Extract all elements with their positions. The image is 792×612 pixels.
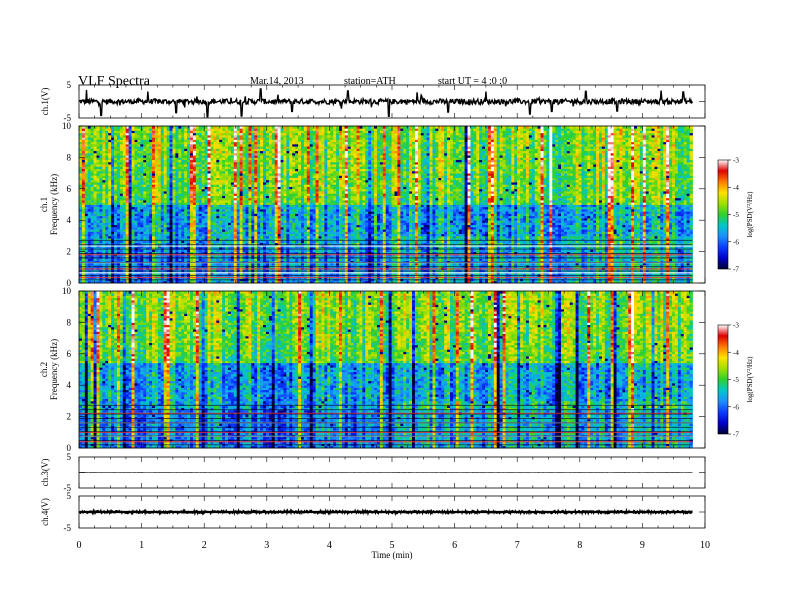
ch2-spectrogram-image xyxy=(79,291,693,448)
ch1-spectrogram-ytick-label: 10 xyxy=(62,121,72,131)
ch4-waveform-ytick-label: -5 xyxy=(64,523,72,533)
ch1-spectrogram-ytick-label: 6 xyxy=(67,184,72,194)
ch1-spectrogram-colorbar-tick-label: -7 xyxy=(733,266,739,274)
ch1-spectrogram-colorbar xyxy=(718,160,728,269)
ch4-waveform-ylabel: ch.4(V) xyxy=(40,498,50,526)
ch1-spectrogram-ytick-label: 8 xyxy=(67,152,72,162)
ch2-spectrogram-colorbar-tick-label: -6 xyxy=(733,403,739,411)
x-tick-label: 9 xyxy=(640,540,645,551)
x-axis-label: Time (min) xyxy=(372,550,413,560)
ch2-spectrogram-ytick-label: 2 xyxy=(67,412,72,422)
x-tick-label: 6 xyxy=(452,540,457,551)
ch2-spectrogram-colorbar-tick-label: -3 xyxy=(733,322,739,330)
ch2-spectrogram-colorbar xyxy=(718,325,728,434)
ch1-waveform-ylabel: ch.1(V) xyxy=(40,88,50,116)
x-tick-label: 8 xyxy=(577,540,582,551)
x-tick-label: 3 xyxy=(264,540,269,551)
ch2-spectrogram-ylabel: Frequency (kHz) xyxy=(49,339,59,400)
ch2-spectrogram-colorbar-tick-label: -4 xyxy=(733,349,739,357)
ch1-spectrogram-colorbar-tick-label: -6 xyxy=(733,238,739,246)
ch2-spectrogram-ytick-label: 10 xyxy=(62,286,72,296)
x-tick-label: 1 xyxy=(139,540,144,551)
ch1-spectrogram-ytick-label: 4 xyxy=(67,215,72,225)
ch1-spectrogram-ylabel: ch.1 xyxy=(39,197,49,212)
ch1-waveform-trace xyxy=(79,89,693,117)
x-tick-label: 2 xyxy=(202,540,207,551)
ch3-waveform-ylabel: ch.3(V) xyxy=(40,459,50,487)
ch2-spectrogram-colorbar-tick-label: -5 xyxy=(733,376,739,384)
ch3-waveform-ytick-label: 5 xyxy=(67,452,72,462)
ch1-spectrogram-colorbar-tick-label: -4 xyxy=(733,184,739,192)
ch2-spectrogram-ylabel: ch.2 xyxy=(39,362,49,377)
x-tick-label: 0 xyxy=(77,540,82,551)
ch4-waveform-trace-band xyxy=(80,511,692,513)
x-tick-label: 4 xyxy=(327,540,332,551)
ch2-spectrogram-ytick-label: 8 xyxy=(67,317,72,327)
ch1-spectrogram-image xyxy=(79,126,693,283)
ch1-spectrogram-colorbar-tick-label: -5 xyxy=(733,211,739,219)
ch2-spectrogram-ytick-label: 6 xyxy=(67,349,72,359)
ch4-waveform-ytick-label: 5 xyxy=(67,491,72,501)
x-tick-label: 7 xyxy=(515,540,520,551)
ch1-spectrogram-colorbar-tick-label: -3 xyxy=(733,157,739,165)
ch1-waveform-ytick-label: 5 xyxy=(67,80,72,90)
x-tick-label: 10 xyxy=(700,540,710,551)
vlf-spectra-figure: 5-5ch.1(V)0246810ch.1 Frequency (kHz)-3-4… xyxy=(0,0,792,612)
ch1-spectrogram-colorbar-label: log(PSD(V²/Hz) xyxy=(746,191,754,238)
ch2-spectrogram-colorbar-label: log(PSD(V²/Hz) xyxy=(746,356,754,403)
ch2-spectrogram-colorbar-tick-label: -7 xyxy=(733,431,739,439)
ch1-spectrogram-ytick-label: 2 xyxy=(67,247,72,257)
ch1-spectrogram-ylabel: Frequency (kHz) xyxy=(49,174,59,235)
ch2-spectrogram-ytick-label: 4 xyxy=(67,380,72,390)
